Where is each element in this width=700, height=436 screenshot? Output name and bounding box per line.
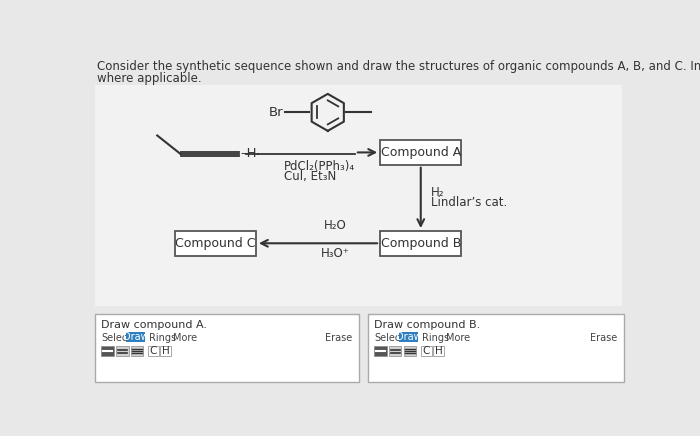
Text: Draw: Draw — [395, 332, 421, 342]
FancyBboxPatch shape — [126, 332, 145, 342]
Text: Rings: Rings — [422, 333, 449, 343]
FancyBboxPatch shape — [374, 346, 386, 357]
FancyBboxPatch shape — [380, 140, 461, 165]
Text: More: More — [446, 333, 470, 343]
Text: Cul, Et₃N: Cul, Et₃N — [284, 170, 336, 183]
Text: More: More — [173, 333, 197, 343]
Text: Br: Br — [269, 106, 284, 119]
Text: C: C — [150, 346, 157, 356]
FancyBboxPatch shape — [148, 346, 159, 357]
Text: H₂: H₂ — [430, 186, 444, 199]
Text: Select: Select — [374, 333, 405, 343]
Text: where applicable.: where applicable. — [97, 72, 202, 85]
FancyBboxPatch shape — [421, 346, 432, 357]
Text: Draw compound A.: Draw compound A. — [102, 320, 207, 330]
FancyBboxPatch shape — [102, 346, 114, 357]
FancyBboxPatch shape — [175, 231, 256, 255]
Text: Erase: Erase — [326, 333, 353, 343]
Text: C: C — [423, 346, 430, 356]
FancyBboxPatch shape — [404, 346, 416, 357]
Text: PdCl₂(PPh₃)₄: PdCl₂(PPh₃)₄ — [284, 160, 355, 173]
Text: Select: Select — [102, 333, 132, 343]
FancyBboxPatch shape — [95, 314, 358, 382]
FancyBboxPatch shape — [131, 346, 144, 357]
Text: Rings: Rings — [150, 333, 176, 343]
FancyBboxPatch shape — [95, 85, 622, 307]
FancyBboxPatch shape — [380, 231, 461, 255]
FancyBboxPatch shape — [433, 346, 444, 357]
Text: Compound B: Compound B — [381, 237, 461, 250]
FancyBboxPatch shape — [399, 332, 418, 342]
Text: H₂O: H₂O — [324, 219, 347, 232]
Text: Lindlar’s cat.: Lindlar’s cat. — [430, 196, 507, 209]
Text: H: H — [162, 346, 169, 356]
Text: Draw compound B.: Draw compound B. — [374, 320, 480, 330]
FancyBboxPatch shape — [389, 346, 401, 357]
Text: Consider the synthetic sequence shown and draw the structures of organic compoun: Consider the synthetic sequence shown an… — [97, 60, 700, 73]
Text: –H: –H — [240, 147, 257, 160]
Text: H: H — [435, 346, 442, 356]
Text: Compound A: Compound A — [381, 146, 461, 159]
Text: Erase: Erase — [590, 333, 617, 343]
Text: Draw: Draw — [122, 332, 148, 342]
Text: H₃O⁺: H₃O⁺ — [321, 247, 350, 260]
FancyBboxPatch shape — [368, 314, 624, 382]
Text: Compound C: Compound C — [175, 237, 256, 250]
FancyBboxPatch shape — [160, 346, 172, 357]
FancyBboxPatch shape — [116, 346, 129, 357]
